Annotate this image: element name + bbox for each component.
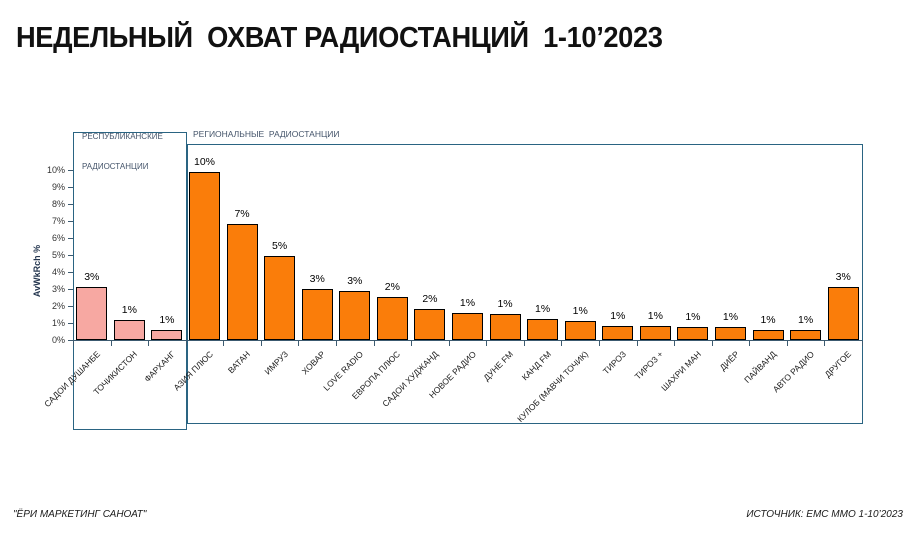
footer-agency: "ЁРИ МАРКЕТИНГ САНОАТ" <box>13 509 147 520</box>
bar-20 <box>790 330 822 340</box>
x-tick-mark <box>260 341 262 346</box>
y-tick-label: 8% <box>51 199 65 209</box>
x-tick-mark <box>148 341 150 346</box>
bar-value-label: 1% <box>535 303 551 315</box>
bar-value-label: 1% <box>760 314 776 326</box>
bar-value-label: 3% <box>835 271 851 283</box>
y-tick-label: 4% <box>51 267 65 277</box>
bar-value-label: 1% <box>121 304 137 316</box>
x-tick-mark <box>523 341 525 346</box>
bar-14 <box>564 321 596 340</box>
republican-group-label-line2: РАДИОСТАНЦИИ <box>82 162 149 171</box>
bar-value-label: 1% <box>159 314 175 326</box>
bar-value-label: 1% <box>572 305 588 317</box>
x-tick-mark <box>786 341 788 346</box>
x-tick-mark <box>73 341 74 346</box>
bar-value-label: 10% <box>193 156 215 168</box>
x-tick-mark <box>561 341 563 346</box>
bar-value-label: 7% <box>234 208 250 220</box>
y-tick-label: 0% <box>51 335 65 345</box>
bar-value-label: 5% <box>272 240 288 252</box>
x-tick-mark <box>110 341 112 346</box>
regional-group-box <box>187 144 863 424</box>
y-tick-label: 1% <box>51 318 65 328</box>
bar-19 <box>752 330 784 340</box>
regional-group-label: РЕГИОНАЛЬНЫЕ РАДИОСТАНЦИИ <box>193 129 340 139</box>
bar-value-label: 3% <box>347 275 363 287</box>
y-tick-mark <box>68 221 73 222</box>
y-tick-label: 10% <box>46 165 65 175</box>
y-tick-label: 7% <box>51 216 65 226</box>
y-tick-label: 6% <box>51 233 65 243</box>
bar-17 <box>677 327 709 340</box>
x-tick-mark <box>411 341 413 346</box>
y-tick-mark <box>68 272 73 273</box>
x-tick-mark <box>298 341 300 346</box>
bar-16 <box>639 326 671 340</box>
y-tick-mark <box>68 306 73 307</box>
x-axis-line <box>73 340 862 341</box>
bar-value-label: 1% <box>798 314 814 326</box>
bar-value-label: 1% <box>685 311 701 323</box>
bar-3 <box>151 330 183 340</box>
bar-value-label: 3% <box>309 273 325 285</box>
y-tick-mark <box>68 255 73 256</box>
bar-18 <box>715 327 746 340</box>
republican-group-label: РЕСПУБЛИКАНСКИЕ РАДИОСТАНЦИИ <box>82 112 163 192</box>
y-tick-mark <box>68 204 73 205</box>
bar-9 <box>376 297 408 340</box>
y-tick-label: 5% <box>51 250 65 260</box>
bar-8 <box>339 291 371 340</box>
bar-4 <box>189 172 220 340</box>
y-tick-mark <box>68 187 73 188</box>
x-tick-mark <box>448 341 450 346</box>
x-tick-mark <box>862 341 863 346</box>
x-tick-mark <box>336 341 337 346</box>
bar-13 <box>527 319 559 340</box>
bar-value-label: 1% <box>610 310 626 322</box>
chart-title: НЕДЕЛЬНЫЙ ОХВАТ РАДИОСТАНЦИЙ 1-10’2023 <box>16 22 663 54</box>
bar-21 <box>827 287 859 340</box>
x-tick-mark <box>749 341 751 346</box>
x-tick-mark <box>674 341 676 346</box>
bar-2 <box>113 320 145 340</box>
republican-group-box <box>73 132 187 430</box>
bar-value-label: 2% <box>422 293 438 305</box>
bar-7 <box>301 289 333 340</box>
y-tick-mark <box>68 170 73 171</box>
y-tick-mark <box>68 323 73 324</box>
bar-1 <box>76 287 108 340</box>
y-tick-mark <box>68 340 73 341</box>
bar-5 <box>226 224 258 340</box>
x-tick-mark <box>824 341 826 346</box>
x-tick-mark <box>223 341 225 346</box>
y-tick-label: 9% <box>51 182 65 192</box>
footer-source: ИСТОЧНИК: EMC MMO 1-10’2023 <box>746 509 903 520</box>
bar-11 <box>452 313 483 340</box>
y-tick-mark <box>68 238 73 239</box>
bar-12 <box>489 314 521 340</box>
bar-value-label: 1% <box>647 310 663 322</box>
bar-15 <box>602 326 634 340</box>
y-tick-mark <box>68 289 73 290</box>
x-tick-mark <box>636 341 638 346</box>
bar-value-label: 1% <box>722 311 739 323</box>
x-tick-mark <box>373 341 375 346</box>
y-tick-label: 2% <box>51 301 65 311</box>
republican-group-label-line1: РЕСПУБЛИКАНСКИЕ <box>82 132 163 141</box>
x-tick-mark <box>185 341 187 346</box>
bar-value-label: 3% <box>84 271 100 283</box>
x-tick-mark <box>599 341 600 346</box>
x-tick-mark <box>711 341 713 346</box>
bar-value-label: 1% <box>497 298 513 310</box>
bar-value-label: 2% <box>384 281 400 293</box>
bar-10 <box>414 309 446 340</box>
bar-value-label: 1% <box>459 297 476 309</box>
bar-6 <box>264 256 296 340</box>
y-tick-label: 3% <box>51 284 65 294</box>
x-tick-mark <box>486 341 488 346</box>
